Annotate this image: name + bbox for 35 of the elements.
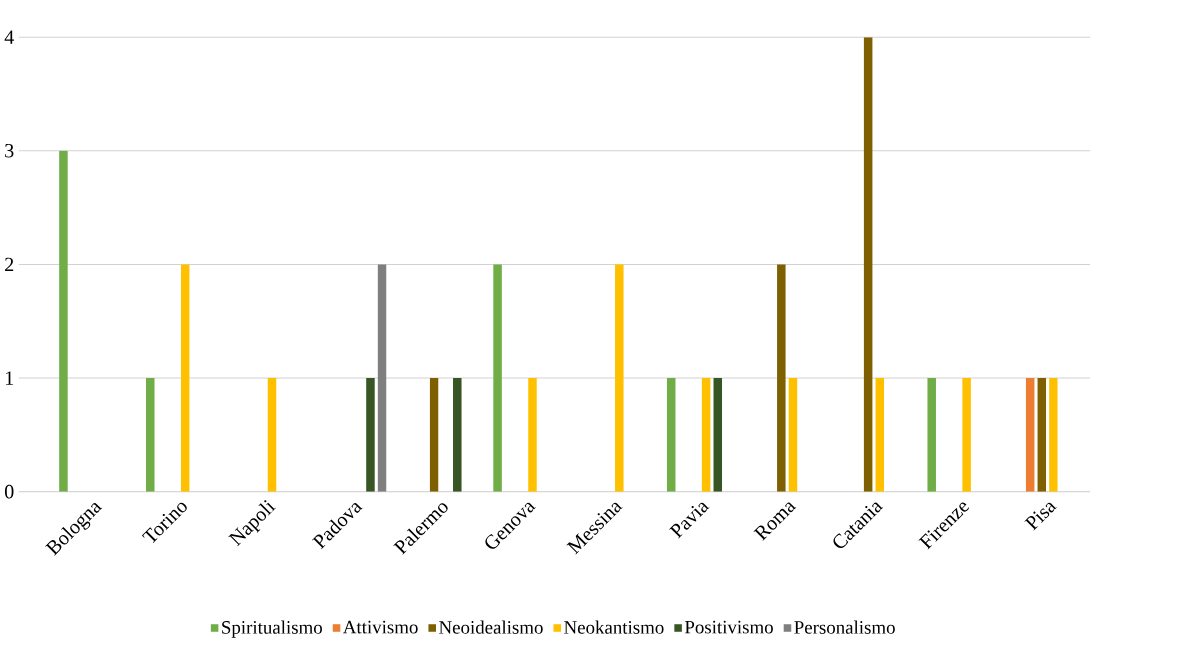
bar <box>863 37 873 492</box>
bar <box>267 378 277 492</box>
y-tick-label: 4 <box>4 30 14 44</box>
bar <box>180 264 190 492</box>
bar <box>777 264 786 492</box>
bar <box>1049 378 1058 492</box>
bar <box>146 378 155 492</box>
legend-label: Attivismo <box>343 620 418 634</box>
y-tick-label: 3 <box>5 144 14 158</box>
bar <box>429 378 439 492</box>
bar <box>713 378 723 492</box>
bar <box>615 264 624 492</box>
legend-label: Neoidealismo <box>439 620 543 634</box>
bar <box>1025 378 1035 492</box>
bar <box>59 150 68 492</box>
x-tick-label: Pisa <box>1024 502 1057 531</box>
bar <box>377 264 387 492</box>
y-tick-label: 0 <box>4 484 14 499</box>
bar <box>666 378 676 492</box>
bar <box>788 378 798 492</box>
y-tick-label: 1 <box>5 371 14 385</box>
bar <box>927 378 936 492</box>
legend-label: Neokantismo <box>564 620 664 634</box>
bar <box>528 378 537 492</box>
legend-label: Positivismo <box>684 620 773 634</box>
bar <box>701 378 711 492</box>
legend-label: Spiritualismo <box>222 620 322 638</box>
y-tick-label: 2 <box>5 257 14 272</box>
bar <box>962 378 971 492</box>
bar <box>366 378 375 492</box>
bar <box>453 378 462 492</box>
bar <box>1037 378 1047 492</box>
bar <box>493 264 502 492</box>
legend-label: Personalismo <box>794 620 895 634</box>
bar <box>875 378 885 492</box>
